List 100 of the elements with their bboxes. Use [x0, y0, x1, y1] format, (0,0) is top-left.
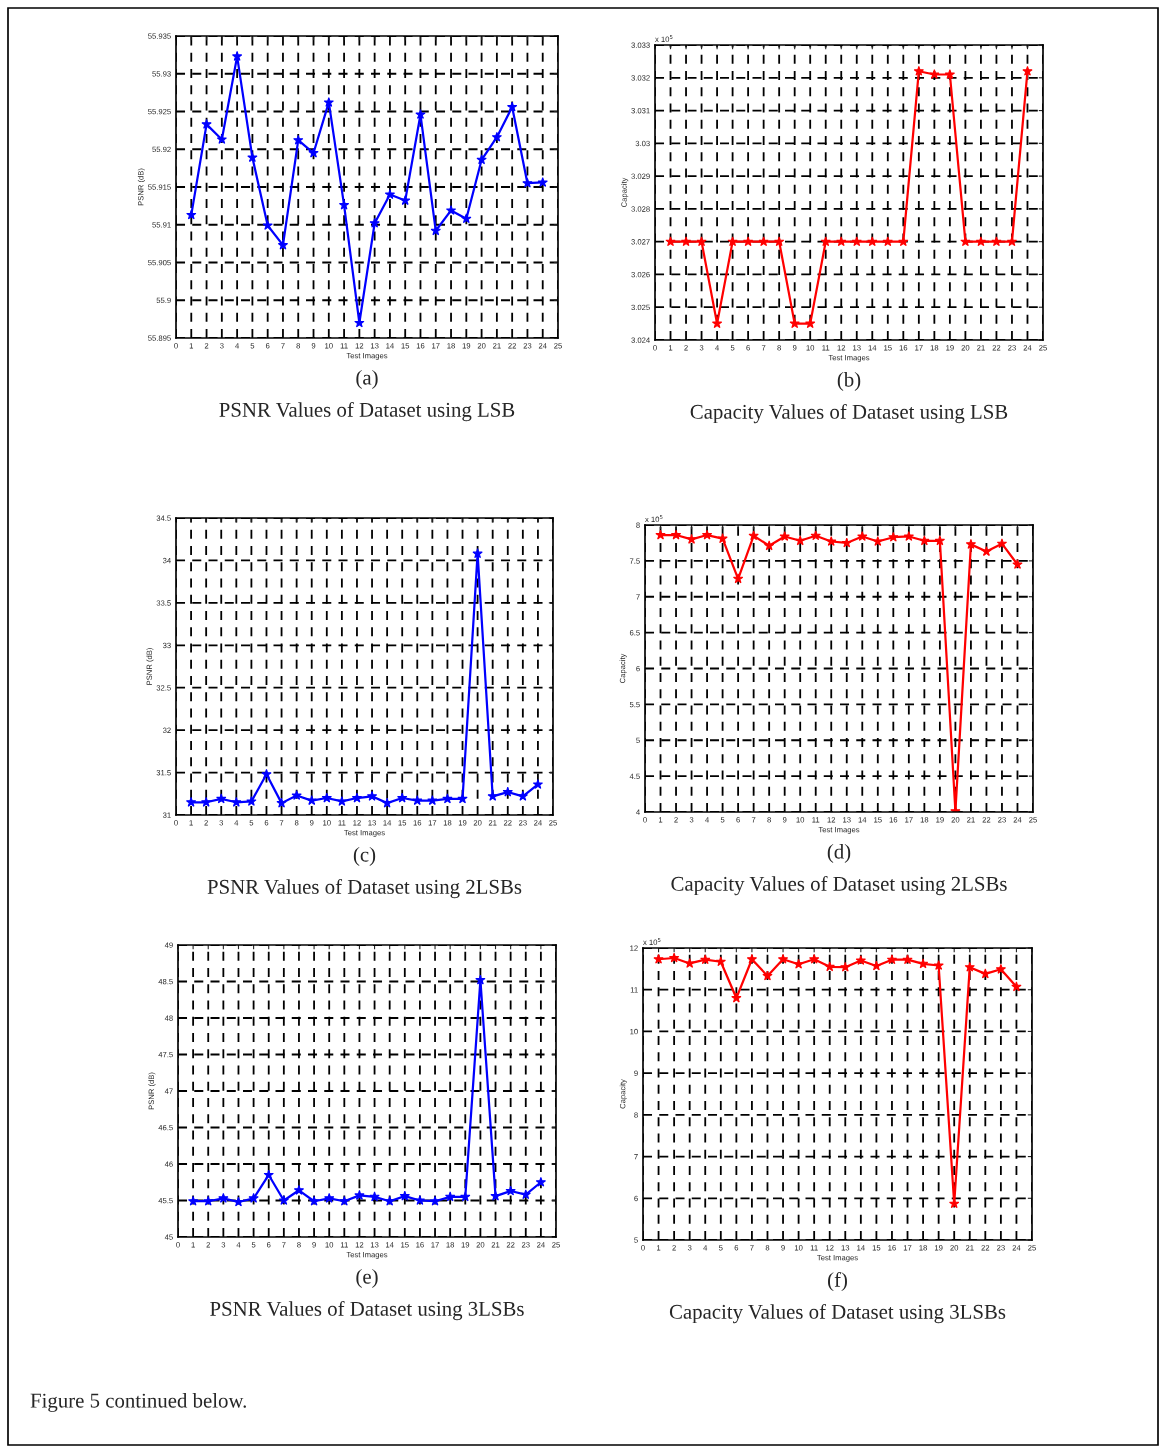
point	[400, 195, 411, 206]
point	[995, 963, 1007, 974]
point	[996, 538, 1008, 549]
point	[867, 236, 878, 247]
point	[457, 793, 468, 804]
point	[836, 236, 847, 247]
point	[886, 954, 898, 965]
point	[882, 236, 893, 247]
point	[369, 1191, 380, 1202]
text: PSNR Values of Dataset using 3LSBs	[210, 1301, 524, 1321]
point	[502, 786, 513, 797]
point	[277, 239, 289, 250]
point	[201, 796, 212, 807]
point	[231, 796, 242, 807]
point	[460, 1191, 471, 1202]
text: (b)	[837, 372, 861, 391]
point	[522, 177, 533, 188]
point	[715, 956, 726, 967]
point	[1006, 236, 1018, 247]
point	[384, 189, 396, 199]
point	[727, 236, 738, 247]
point	[929, 69, 940, 79]
text: Capacity Values of Dataset using LSB	[690, 404, 1008, 424]
point	[841, 537, 852, 548]
text: PSNR Values of Dataset using LSB	[219, 402, 515, 422]
point	[293, 134, 304, 145]
point	[871, 960, 882, 971]
point	[505, 1185, 516, 1196]
caption: Figure 5 continued below.	[30, 1393, 246, 1412]
point	[742, 236, 754, 247]
point	[670, 529, 682, 540]
point	[762, 970, 773, 981]
text: Capacity Values of Dataset using 3LSBs	[669, 1304, 1006, 1324]
point	[263, 1169, 274, 1180]
point	[430, 225, 441, 236]
text: (f)	[828, 1272, 847, 1292]
point	[475, 974, 486, 985]
point	[262, 220, 273, 230]
point	[824, 961, 835, 972]
point	[653, 953, 664, 964]
point	[809, 953, 820, 964]
point	[338, 199, 350, 210]
point	[980, 968, 991, 979]
point	[381, 797, 393, 808]
point	[717, 533, 728, 544]
point	[731, 992, 742, 1003]
text: PSNR Values of Dataset using 2LSBs	[207, 879, 522, 899]
point	[732, 573, 744, 584]
point	[857, 531, 868, 541]
point	[764, 540, 775, 551]
point	[855, 955, 866, 965]
point	[246, 796, 257, 806]
point	[476, 154, 487, 165]
point	[445, 205, 457, 215]
point	[774, 236, 785, 247]
point	[321, 792, 332, 803]
point	[655, 529, 666, 540]
point	[278, 1195, 289, 1205]
point	[414, 1195, 426, 1205]
point	[248, 1192, 259, 1203]
point	[491, 131, 503, 142]
point	[520, 1189, 531, 1200]
point	[903, 531, 914, 541]
point	[902, 954, 913, 965]
point	[696, 236, 707, 247]
point	[537, 177, 548, 187]
point	[1012, 559, 1023, 569]
point	[442, 793, 453, 804]
point	[805, 318, 816, 329]
point	[964, 961, 975, 972]
point	[201, 118, 212, 129]
point	[820, 236, 831, 247]
point	[306, 795, 317, 806]
point	[991, 236, 1002, 247]
point	[535, 1176, 547, 1187]
text: (e)	[356, 1269, 378, 1288]
point	[339, 1195, 350, 1206]
point	[399, 1190, 410, 1201]
point	[919, 535, 930, 546]
point	[203, 1195, 214, 1206]
point	[276, 797, 287, 808]
point	[779, 531, 790, 541]
point	[981, 546, 992, 556]
point	[461, 213, 472, 224]
point	[789, 318, 800, 329]
point	[777, 953, 789, 964]
point	[397, 792, 408, 803]
point	[933, 960, 944, 970]
point	[795, 535, 806, 546]
point	[684, 958, 695, 968]
point	[965, 538, 977, 549]
point	[487, 790, 498, 801]
point	[913, 65, 924, 76]
point	[187, 1195, 199, 1206]
point	[366, 790, 378, 801]
point	[1022, 65, 1033, 76]
point	[898, 236, 909, 247]
point	[748, 530, 759, 541]
point	[826, 536, 837, 546]
point	[415, 109, 426, 119]
